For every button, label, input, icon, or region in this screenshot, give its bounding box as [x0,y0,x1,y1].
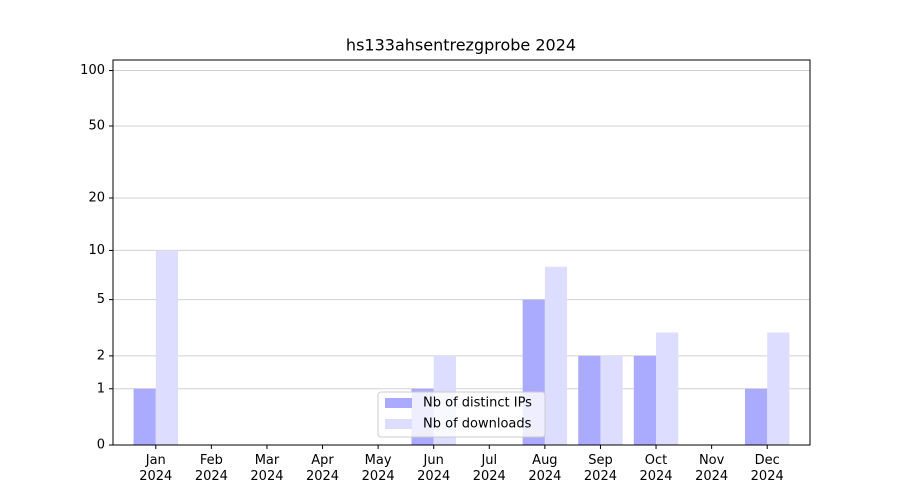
y-tick-label: 2 [97,348,105,363]
plot-frame [112,59,811,446]
x-tick-label: Mar 2024 [250,453,284,484]
x-tick-label: Aug 2024 [528,453,562,484]
y-tick-label: 20 [88,190,105,205]
bar [155,250,179,445]
x-tick-label: Nov 2024 [695,453,729,484]
bar [633,355,657,445]
legend-swatch [385,398,412,408]
bar [578,355,601,445]
x-tick-label: Sep 2024 [583,453,617,484]
bar [656,332,679,445]
legend-label: Nb of distinct IPs [423,396,532,411]
x-tick-label: May 2024 [361,453,395,484]
bar [600,355,623,445]
legend-label: Nb of downloads [423,417,532,432]
bar [544,266,568,445]
x-tick-label: Jul 2024 [472,453,506,484]
y-tick-label: 5 [97,292,105,307]
y-tick-label: 100 [80,63,105,78]
bar [133,388,156,445]
bar [744,388,768,445]
x-tick-label: Apr 2024 [305,453,340,484]
bar [767,332,790,445]
x-tick-label: Jan 2024 [139,453,173,484]
legend-box [377,391,546,438]
y-tick-label: 1 [97,381,105,396]
chart-title: hs133ahsentrezgprobe 2024 [346,36,576,55]
y-tick-label: 0 [97,438,105,453]
y-tick-label: 50 [88,118,105,133]
y-tick-label: 10 [88,243,105,258]
x-tick-label: Oct 2024 [639,453,673,484]
legend-swatch [385,419,412,429]
x-tick-label: Feb 2024 [194,453,228,484]
x-tick-label: Dec 2024 [750,453,784,484]
x-tick-label: Jun 2024 [417,453,451,484]
